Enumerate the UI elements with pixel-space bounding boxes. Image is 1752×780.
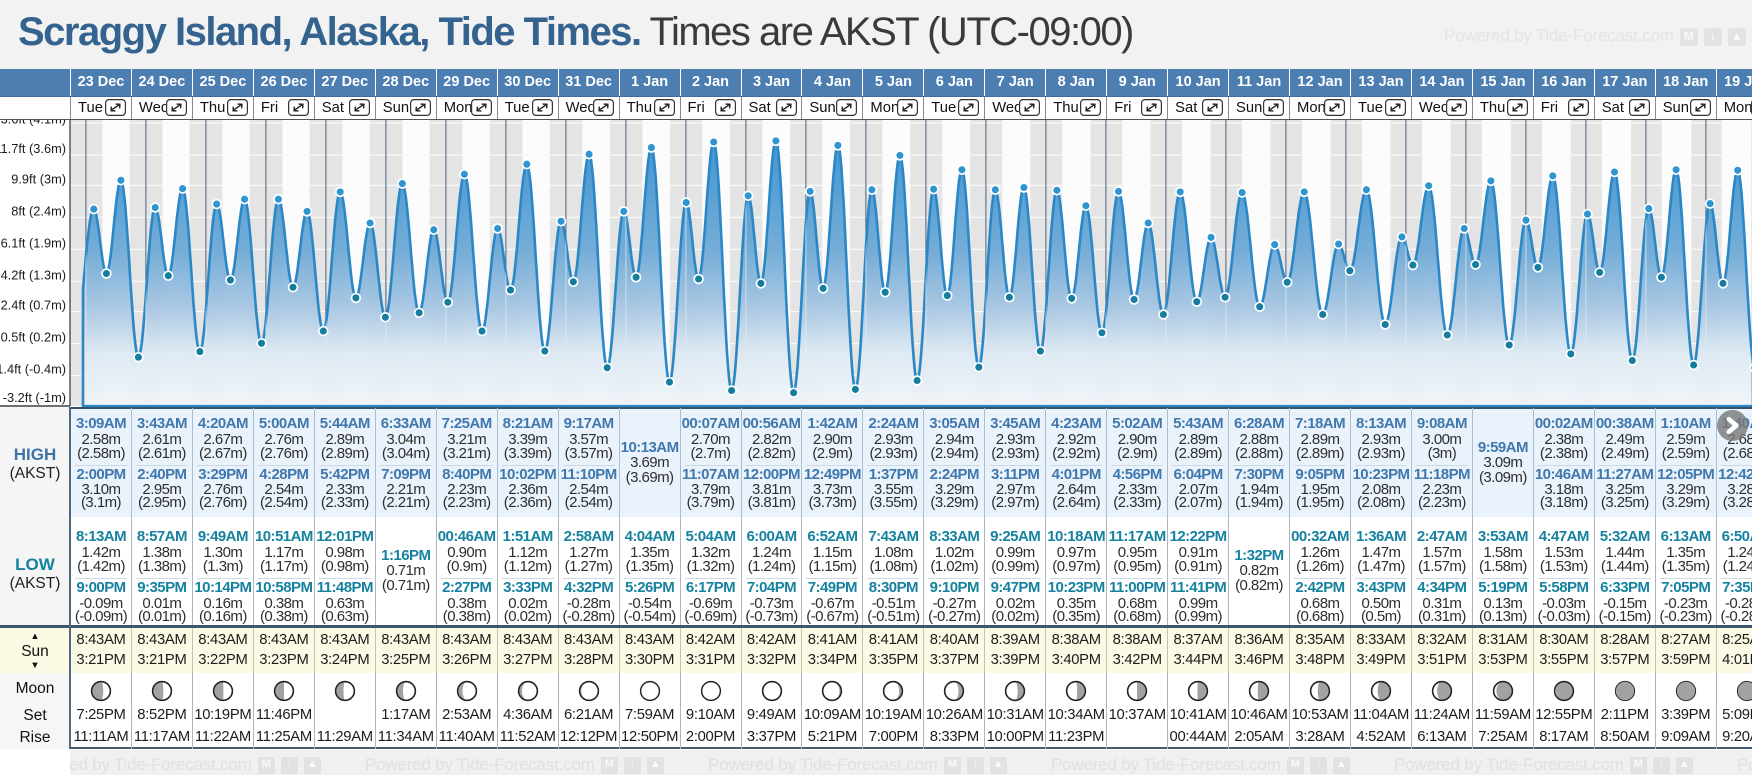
svg-text:4.2ft (1.3m): 4.2ft (1.3m) xyxy=(1,267,66,282)
svg-text:-3.2ft (-1m): -3.2ft (-1m) xyxy=(3,390,66,405)
svg-text:6.1ft (1.9m): 6.1ft (1.9m) xyxy=(1,235,66,250)
svg-text:-1.4ft (-0.4m): -1.4ft (-0.4m) xyxy=(0,362,66,377)
svg-text:11.7ft (3.6m): 11.7ft (3.6m) xyxy=(0,141,66,156)
svg-text:8ft (2.4m): 8ft (2.4m) xyxy=(11,203,66,218)
svg-text:13.6ft (4.1m): 13.6ft (4.1m) xyxy=(0,120,66,127)
svg-text:2.4ft (0.7m): 2.4ft (0.7m) xyxy=(1,298,66,313)
svg-text:0.5ft (0.2m): 0.5ft (0.2m) xyxy=(1,330,66,345)
svg-text:9.9ft (3m): 9.9ft (3m) xyxy=(11,171,66,186)
